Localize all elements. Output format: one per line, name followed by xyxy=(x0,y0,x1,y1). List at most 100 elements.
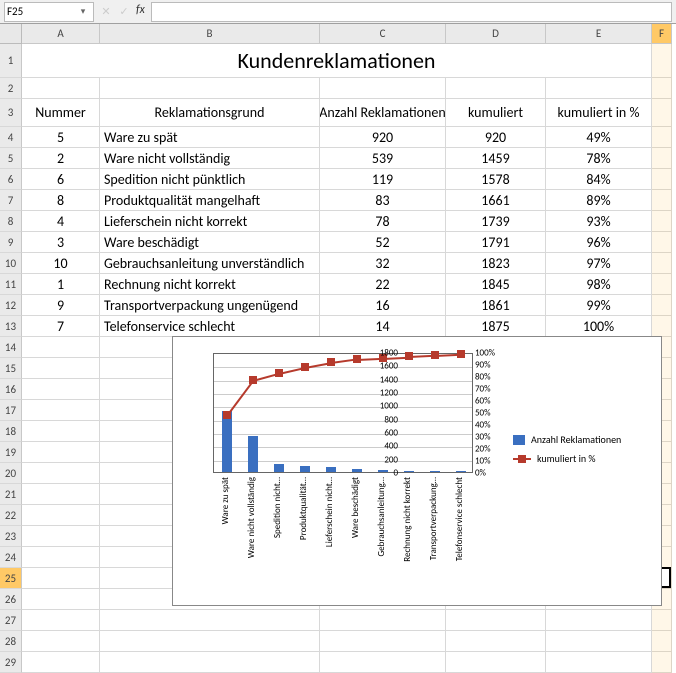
row-header-29[interactable]: 29 xyxy=(0,652,22,673)
cell-E7[interactable]: 89% xyxy=(546,190,652,211)
cell-F4[interactable] xyxy=(652,127,672,148)
cell-A4[interactable]: 5 xyxy=(22,127,100,148)
cell-D27[interactable] xyxy=(446,610,546,631)
cell-A23[interactable] xyxy=(22,526,100,547)
cell-F11[interactable] xyxy=(652,274,672,295)
cell-E2[interactable] xyxy=(546,78,652,99)
row-header-1[interactable]: 1 xyxy=(0,44,22,78)
cell-C9[interactable]: 52 xyxy=(320,232,446,253)
cell-B28[interactable] xyxy=(100,631,320,652)
cell-B11[interactable]: Rechnung nicht korrekt xyxy=(100,274,320,295)
row-header-3[interactable]: 3 xyxy=(0,99,22,127)
cell-A16[interactable] xyxy=(22,379,100,400)
row-header-26[interactable]: 26 xyxy=(0,589,22,610)
cell-C7[interactable]: 83 xyxy=(320,190,446,211)
cell-A22[interactable] xyxy=(22,505,100,526)
cell-A25[interactable] xyxy=(22,568,100,589)
column-header-E[interactable]: E xyxy=(546,24,652,44)
cell-F3[interactable] xyxy=(652,99,672,127)
cell-E12[interactable]: 99% xyxy=(546,295,652,316)
cell-C4[interactable]: 920 xyxy=(320,127,446,148)
cell-C12[interactable]: 16 xyxy=(320,295,446,316)
cell-A24[interactable] xyxy=(22,547,100,568)
cell-A17[interactable] xyxy=(22,400,100,421)
cell-A8[interactable]: 4 xyxy=(22,211,100,232)
cell-F27[interactable] xyxy=(652,610,672,631)
cell-C6[interactable]: 119 xyxy=(320,169,446,190)
cell-E4[interactable]: 49% xyxy=(546,127,652,148)
cell-ref-input[interactable] xyxy=(7,5,77,18)
name-box-dropdown-icon[interactable]: ▾ xyxy=(77,4,89,20)
cell-B10[interactable]: Gebrauchsanleitung unverständlich xyxy=(100,253,320,274)
cell-B13[interactable]: Telefonservice schlecht xyxy=(100,316,320,337)
cell-E9[interactable]: 96% xyxy=(546,232,652,253)
cell-C29[interactable] xyxy=(320,652,446,673)
cell-D10[interactable]: 1823 xyxy=(446,253,546,274)
select-all-corner[interactable] xyxy=(0,24,22,44)
cell-F8[interactable] xyxy=(652,211,672,232)
cell-C28[interactable] xyxy=(320,631,446,652)
cancel-icon[interactable]: ✕ xyxy=(98,3,114,21)
cell-B8[interactable]: Lieferschein nicht korrekt xyxy=(100,211,320,232)
cell-E6[interactable]: 84% xyxy=(546,169,652,190)
cell-B12[interactable]: Transportverpackung ungenügend xyxy=(100,295,320,316)
cell-D28[interactable] xyxy=(446,631,546,652)
cell-F5[interactable] xyxy=(652,148,672,169)
row-header-25[interactable]: 25 xyxy=(0,568,22,589)
cell-A2[interactable] xyxy=(22,78,100,99)
accept-icon[interactable]: ✓ xyxy=(116,3,132,21)
cell-D9[interactable]: 1791 xyxy=(446,232,546,253)
cell-A20[interactable] xyxy=(22,463,100,484)
column-header-D[interactable]: D xyxy=(446,24,546,44)
row-header-8[interactable]: 8 xyxy=(0,211,22,232)
cell-D29[interactable] xyxy=(446,652,546,673)
cell-B2[interactable] xyxy=(100,78,320,99)
cell-A26[interactable] xyxy=(22,589,100,610)
cell-D2[interactable] xyxy=(446,78,546,99)
cell-B4[interactable]: Ware zu spät xyxy=(100,127,320,148)
row-header-9[interactable]: 9 xyxy=(0,232,22,253)
cell-A10[interactable]: 10 xyxy=(22,253,100,274)
cell-E10[interactable]: 97% xyxy=(546,253,652,274)
cell-D11[interactable]: 1845 xyxy=(446,274,546,295)
cell-A6[interactable]: 6 xyxy=(22,169,100,190)
row-header-27[interactable]: 27 xyxy=(0,610,22,631)
row-header-19[interactable]: 19 xyxy=(0,442,22,463)
cell-E28[interactable] xyxy=(546,631,652,652)
row-header-23[interactable]: 23 xyxy=(0,526,22,547)
cell-A29[interactable] xyxy=(22,652,100,673)
cell-F1[interactable] xyxy=(652,44,672,78)
cell-D7[interactable]: 1661 xyxy=(446,190,546,211)
row-header-5[interactable]: 5 xyxy=(0,148,22,169)
column-header-C[interactable]: C xyxy=(320,24,446,44)
cell-B6[interactable]: Spedition nicht pünktlich xyxy=(100,169,320,190)
cell-E13[interactable]: 100% xyxy=(546,316,652,337)
row-header-22[interactable]: 22 xyxy=(0,505,22,526)
cell-B9[interactable]: Ware beschädigt xyxy=(100,232,320,253)
row-header-10[interactable]: 10 xyxy=(0,253,22,274)
cell-F9[interactable] xyxy=(652,232,672,253)
cell-F10[interactable] xyxy=(652,253,672,274)
row-header-14[interactable]: 14 xyxy=(0,337,22,358)
cell-A19[interactable] xyxy=(22,442,100,463)
cell-A7[interactable]: 8 xyxy=(22,190,100,211)
row-header-18[interactable]: 18 xyxy=(0,421,22,442)
cell-D12[interactable]: 1861 xyxy=(446,295,546,316)
row-header-15[interactable]: 15 xyxy=(0,358,22,379)
cell-A28[interactable] xyxy=(22,631,100,652)
cell-A27[interactable] xyxy=(22,610,100,631)
cell-C2[interactable] xyxy=(320,78,446,99)
cell-D5[interactable]: 1459 xyxy=(446,148,546,169)
cell-F28[interactable] xyxy=(652,631,672,652)
row-header-21[interactable]: 21 xyxy=(0,484,22,505)
cell-F6[interactable] xyxy=(652,169,672,190)
row-header-11[interactable]: 11 xyxy=(0,274,22,295)
cell-C5[interactable]: 539 xyxy=(320,148,446,169)
cell-D4[interactable]: 920 xyxy=(446,127,546,148)
cell-B29[interactable] xyxy=(100,652,320,673)
cell-A18[interactable] xyxy=(22,421,100,442)
cell-F29[interactable] xyxy=(652,652,672,673)
cell-B5[interactable]: Ware nicht vollständig xyxy=(100,148,320,169)
row-header-12[interactable]: 12 xyxy=(0,295,22,316)
cell-C27[interactable] xyxy=(320,610,446,631)
